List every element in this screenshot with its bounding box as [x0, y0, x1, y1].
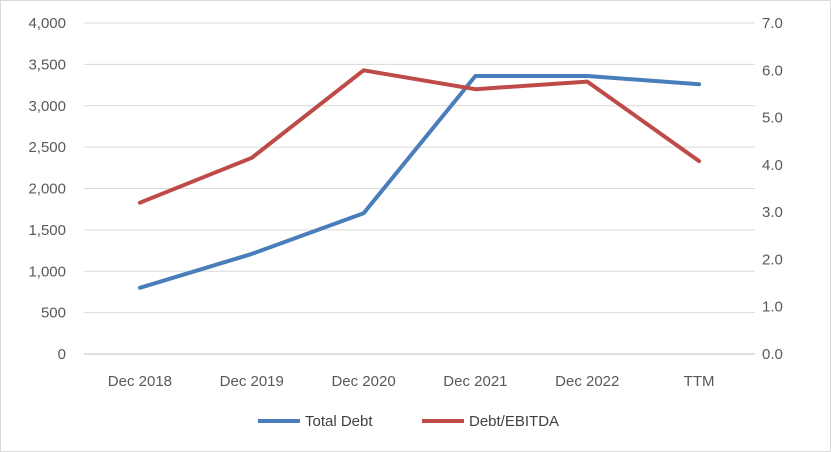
x-axis-tick-label: TTM	[684, 373, 715, 390]
x-axis-tick-label: Dec 2021	[443, 373, 507, 390]
x-axis-tick-label: Dec 2022	[555, 373, 619, 390]
gridlines	[84, 22, 755, 355]
left-axis-tick-labels: 0 500 1,000 1,500 2,000 2,500 3,000 3,500 4,000	[28, 15, 66, 363]
x-axis-tick-labels: Dec 2018 Dec 2019 Dec 2020 Dec 2021 Dec 2022…	[108, 373, 715, 390]
series-line-total-debt	[137, 74, 702, 290]
series-line-debt-ebitda	[137, 68, 702, 205]
legend: Total Debt Debt/EBITDA	[258, 413, 559, 430]
left-axis-tick-label: 500	[41, 305, 66, 322]
x-axis-tick-label: Dec 2020	[331, 373, 395, 390]
right-axis-tick-label: 0.0	[762, 346, 783, 363]
right-axis-tick-label: 2.0	[762, 251, 783, 268]
left-axis-tick-label: 0	[58, 346, 66, 363]
x-axis-tick-label: Dec 2018	[108, 373, 172, 390]
left-axis-tick-label: 3,000	[28, 98, 66, 115]
legend-label: Debt/EBITDA	[469, 413, 559, 430]
left-axis-tick-label: 3,500	[28, 56, 66, 73]
left-axis-tick-label: 2,500	[28, 139, 66, 156]
legend-label: Total Debt	[305, 413, 373, 430]
right-axis-tick-label: 5.0	[762, 110, 783, 127]
right-axis-tick-labels: 0.0 1.0 2.0 3.0 4.0 5.0 6.0 7.0	[762, 15, 783, 363]
right-axis-tick-label: 6.0	[762, 62, 783, 79]
series-lines	[137, 68, 702, 290]
x-axis-tick-label: Dec 2019	[220, 373, 284, 390]
left-axis-tick-label: 2,000	[28, 181, 66, 198]
left-axis-tick-label: 1,000	[28, 263, 66, 280]
right-axis-tick-label: 4.0	[762, 157, 783, 174]
right-axis-tick-label: 3.0	[762, 204, 783, 221]
left-axis-tick-label: 4,000	[28, 15, 66, 32]
right-axis-tick-label: 7.0	[762, 15, 783, 32]
left-axis-tick-label: 1,500	[28, 222, 66, 239]
right-axis-tick-label: 1.0	[762, 299, 783, 316]
